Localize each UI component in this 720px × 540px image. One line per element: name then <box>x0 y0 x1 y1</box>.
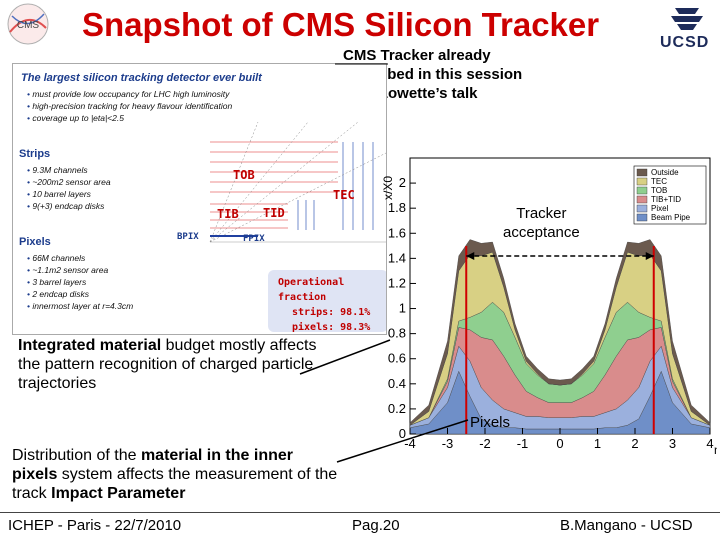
legend-swatch <box>636 168 648 177</box>
svg-text:CMS: CMS <box>17 20 40 31</box>
list-item: must provide low occupancy for LHC high … <box>27 88 232 100</box>
footer-rule <box>0 512 720 513</box>
strips-list: 9.3M channels ~200m2 sensor area 10 barr… <box>27 164 111 212</box>
y-tick-label: 1 <box>399 301 406 316</box>
ucsd-logo-text: UCSD <box>660 34 710 51</box>
x-tick-label: 2 <box>631 436 638 451</box>
op-pixels: pixels: 98.3% <box>292 322 371 333</box>
series-area-outside <box>409 239 711 426</box>
x-tick-label: -2 <box>479 436 491 451</box>
operational-fraction-box: Operational fraction strips: 98.1% pixel… <box>268 270 386 333</box>
y-tick-label: 0 <box>399 426 406 441</box>
y-tick-label: 0.8 <box>388 326 406 341</box>
panel-heading: The largest silicon tracking detector ev… <box>21 72 262 84</box>
tracker-acceptance-label: Tracker acceptance <box>503 205 580 241</box>
x-tick-label: -3 <box>442 436 454 451</box>
y-axis-label: x/X0 <box>381 176 395 200</box>
integrated-material-text: Integrated material budget mostly affect… <box>18 337 317 392</box>
list-item: innermost layer at r=4.3cm <box>27 300 133 312</box>
list-item: 3 barrel layers <box>27 276 133 288</box>
tib-label: TIB <box>217 207 239 221</box>
footer-page: Pag.20 <box>352 517 400 534</box>
tracker-layout-diagram <box>198 112 386 262</box>
arrow-head-left <box>466 252 475 260</box>
strips-title: Strips <box>19 148 51 160</box>
tid-label: TID <box>263 206 285 220</box>
y-tick-label: 1.2 <box>388 275 406 290</box>
legend-entry: TEC <box>651 177 667 186</box>
op-title: Operational fraction <box>278 277 345 303</box>
pixels-annotation: Pixels <box>470 414 511 431</box>
x-tick-label: 0 <box>556 436 563 451</box>
legend-entry: Outside <box>651 168 679 177</box>
legend-swatch <box>636 195 648 204</box>
y-tick-label: 1.8 <box>388 200 406 215</box>
arrow-head-right <box>645 252 654 260</box>
list-item: 2 endcap disks <box>27 288 133 300</box>
list-item: ~200m2 sensor area <box>27 176 110 188</box>
footer-author: B.Mangano - UCSD <box>560 517 693 534</box>
tob-label: TOB <box>233 168 255 182</box>
legend-entry: Beam Pipe <box>651 213 691 222</box>
y-tick-label: 1.4 <box>388 250 406 265</box>
x-tick-label: -1 <box>517 436 529 451</box>
legend-entry: TOB <box>651 186 667 195</box>
tracker-overview-panel: The largest silicon tracking detector ev… <box>12 63 387 335</box>
list-item: coverage up to |eta|<2.5 <box>27 112 232 124</box>
legend-entry: Pixel <box>651 204 669 213</box>
x-tick-label: 4 <box>706 436 713 451</box>
fpix-label: FPIX <box>243 234 265 244</box>
ucsd-logo <box>671 8 703 30</box>
cms-logo: CMS <box>7 3 49 45</box>
x-tick-label: 3 <box>669 436 676 451</box>
x-axis-label: η <box>714 443 717 457</box>
inner-pixels-text: Distribution of the material in the inne… <box>12 447 338 502</box>
x-tick-label: 1 <box>594 436 601 451</box>
list-item: 10 barrel layers <box>27 188 111 200</box>
y-tick-label: 0.4 <box>388 376 406 391</box>
footer-conference: ICHEP - Paris - 22/7/2010 <box>8 517 182 534</box>
list-item: 66M channels <box>27 252 133 264</box>
y-tick-label: 0.6 <box>388 351 406 366</box>
bpix-label: BPIX <box>177 232 199 242</box>
legend-entry: TIB+TID <box>651 195 681 204</box>
legend-swatch <box>636 177 648 186</box>
intro-list: must provide low occupancy for LHC high … <box>27 88 232 124</box>
list-item: high-precision tracking for heavy flavou… <box>27 100 232 112</box>
page-title: Snapshot of CMS Silicon Tracker <box>82 6 600 43</box>
legend-swatch <box>636 204 648 213</box>
legend-swatch <box>636 186 648 195</box>
list-item: ~1.1m2 sensor area <box>27 264 133 276</box>
list-item: 9.3M channels <box>27 164 111 176</box>
legend-swatch <box>636 213 648 222</box>
material-budget-chart: -4 -3 -2 -1 0 1 2 3 4 0 0.2 0.4 0.6 0.8 1 1.2 1.4 1.6 1.8 2… <box>380 140 720 462</box>
op-strips: strips: 98.1% <box>292 307 371 318</box>
pixels-title: Pixels <box>19 236 51 248</box>
y-tick-label: 0.2 <box>388 401 406 416</box>
list-item: 9(+3) endcap disks <box>27 200 111 212</box>
y-tick-label: 2 <box>399 175 406 190</box>
pixels-list: 66M channels ~1.1m2 sensor area 3 barrel… <box>27 252 133 312</box>
y-tick-label: 1.6 <box>388 225 406 240</box>
tec-label: TEC <box>333 188 355 202</box>
